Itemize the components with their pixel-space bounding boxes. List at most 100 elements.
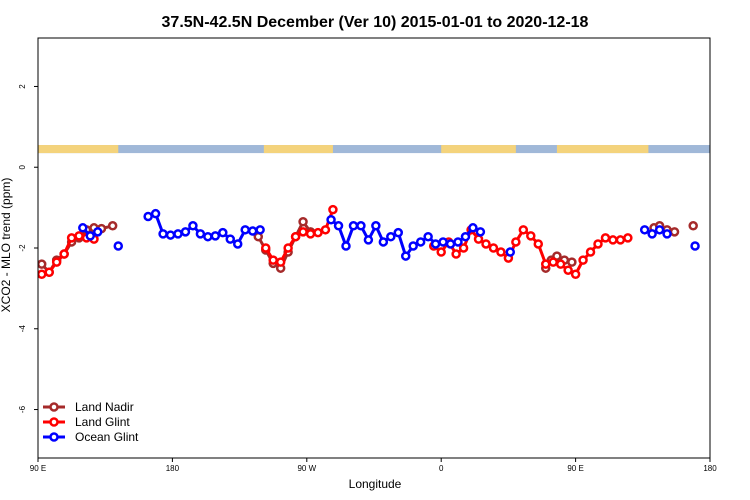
data-point (173, 229, 183, 239)
data-point (578, 255, 588, 265)
series-line (717, 214, 739, 235)
data-point (386, 231, 396, 242)
data-point (356, 221, 366, 231)
data-point (85, 231, 96, 241)
data-point (430, 239, 441, 249)
data-point (496, 247, 506, 257)
data-point (232, 239, 243, 249)
y-axis: 2 0 -2 -4 -6 (18, 84, 38, 413)
y-tick-label: -4 (18, 325, 27, 333)
x-tick-label: 90 E (567, 464, 583, 473)
data-point (436, 247, 446, 257)
data-point (721, 210, 728, 217)
data-point (320, 225, 331, 235)
data-point (639, 225, 650, 235)
data-point (593, 239, 603, 249)
data-point (563, 265, 573, 275)
data-point (451, 249, 461, 259)
data-point (481, 239, 491, 249)
data-point (363, 235, 374, 245)
data-point (408, 241, 418, 251)
x-tick-label: 90 E (30, 464, 46, 473)
data-point (38, 269, 47, 279)
data-point (526, 231, 536, 241)
legend-marker (49, 402, 59, 412)
data-point (59, 249, 69, 259)
data-point (328, 204, 338, 215)
legend-marker (49, 432, 59, 442)
data-point (51, 257, 62, 267)
y-axis-label: XCO2 - MLO trend (ppm) (0, 178, 13, 313)
data-point (623, 233, 633, 243)
data-point (460, 231, 471, 242)
data-point (423, 231, 433, 242)
data-point (669, 227, 680, 237)
y-tick-label: -6 (18, 405, 27, 413)
data-point (218, 227, 228, 238)
data-point (326, 214, 336, 225)
plot-frame (37, 37, 711, 459)
legend-label: Ocean Glint (75, 430, 139, 444)
data-point (107, 221, 118, 231)
data-point (415, 237, 426, 247)
y-tick-label: -2 (18, 244, 27, 252)
data-point (505, 247, 516, 257)
data-point (615, 235, 626, 245)
data-point (729, 230, 736, 237)
data-point (690, 241, 700, 251)
data-point (468, 223, 478, 233)
data-point (188, 221, 198, 231)
data-point (333, 221, 344, 231)
land-band-segment (556, 145, 649, 154)
chart-title: 37.5N-42.5N December (Ver 10) 2015-01-01… (162, 14, 589, 31)
series-layer (38, 204, 743, 279)
data-point (647, 229, 657, 239)
data-point (475, 227, 486, 237)
legend-marker (49, 417, 59, 427)
data-point (165, 230, 176, 240)
data-point (210, 231, 221, 241)
land-band-segment (441, 145, 516, 154)
data-point (195, 229, 206, 239)
data-point (275, 257, 286, 267)
data-point (453, 237, 463, 247)
data-point (736, 232, 743, 239)
data-point (255, 225, 265, 235)
data-point (585, 247, 596, 257)
y-tick-label: 0 (18, 164, 27, 169)
data-point (298, 227, 308, 237)
data-point (662, 229, 672, 239)
data-point (113, 241, 124, 251)
data-point (180, 227, 191, 237)
data-point (348, 221, 359, 231)
data-point (714, 213, 721, 220)
data-point (225, 234, 236, 244)
data-point (305, 229, 316, 239)
land-band-segment (263, 145, 333, 154)
data-point (38, 259, 47, 269)
data-point (473, 234, 484, 244)
x-tick-label: 0 (439, 464, 444, 473)
data-point (341, 241, 351, 251)
legend-label: Land Nadir (75, 400, 134, 414)
data-point (203, 231, 213, 242)
y-tick-label: 2 (18, 84, 27, 89)
data-point (268, 255, 278, 265)
land-ocean-band (38, 145, 710, 154)
data-point (458, 243, 469, 253)
data-point (44, 267, 54, 277)
data-point (488, 243, 499, 253)
data-point (298, 217, 308, 227)
data-point (438, 237, 448, 247)
legend-label: Land Glint (75, 415, 130, 429)
data-point (313, 227, 323, 238)
data-point (378, 237, 389, 247)
ocean-band (38, 145, 710, 154)
data-point (608, 235, 618, 245)
data-point (78, 223, 88, 233)
data-point (600, 233, 611, 243)
x-axis: 90 E 180 90 W 0 90 E 180 (30, 458, 717, 473)
data-point (240, 225, 250, 235)
x-tick-label: 180 (166, 464, 180, 473)
